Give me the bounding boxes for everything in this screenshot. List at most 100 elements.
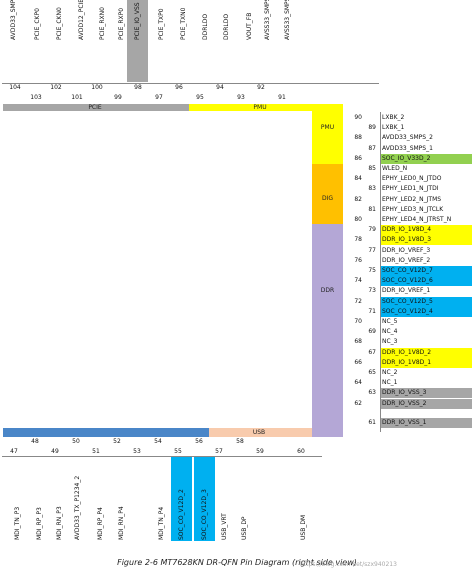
top-pin-number: 99: [114, 94, 122, 101]
bottom-pin-highlight: [194, 457, 215, 541]
top-pin-number: 97: [155, 94, 163, 101]
right-pin-label: NC_4: [382, 328, 398, 336]
top-pin-label: PCIE_TXP0: [158, 8, 165, 40]
top-pin-number: 104: [9, 84, 21, 91]
right-pin-label: SOC_CO_V12D_5: [381, 296, 472, 307]
right-pin-number: 70: [354, 318, 362, 325]
right-pin-number: 75: [368, 267, 376, 274]
bottom-pin-label: AVDD33_TX_P1234_2: [74, 475, 81, 540]
right-pin-number: 61: [368, 419, 376, 426]
right-pin-number: 66: [354, 358, 362, 366]
figure-caption: Figure 2-6 MT7628KN DR-QFN Pin Diagram (…: [117, 558, 357, 567]
right-pin-number: 83: [368, 185, 376, 193]
right-pin-label: DDR_IO_1V8D_2: [381, 347, 472, 358]
right-pin-label: DDR_IO_VSS_3: [381, 388, 472, 399]
right-pin-number: 88: [354, 134, 362, 142]
top-pin-number: 102: [50, 84, 62, 91]
right-pin-number: 76: [354, 256, 362, 264]
bottom-pin-number: 50: [72, 438, 80, 445]
right-pin-number: 74: [354, 277, 362, 285]
right-pin-label: DDR_IO_VREF_1: [382, 287, 431, 295]
right-pin-number: 69: [368, 328, 376, 336]
right-pin-number: 72: [354, 297, 362, 305]
right-pin-label: DDR_IO_1V8D_1: [381, 357, 472, 368]
right-pin-label: WLED_N: [382, 165, 408, 172]
top-pin-number: 100: [91, 84, 103, 91]
right-pin-number: 79: [368, 226, 376, 234]
right-pin-number: 71: [368, 307, 376, 315]
right-pin-number: 77: [368, 246, 376, 254]
right-pin-number: 89: [368, 124, 376, 132]
bottom-pin-label: MDI_RP_P4: [97, 507, 104, 540]
pmu-right-block-label: PMU: [320, 124, 335, 131]
right-pin-label: NC_2: [382, 369, 398, 376]
top-pin-label: PCIE_CKP0: [34, 8, 41, 40]
bottom-pin-label: USB_DM: [300, 514, 307, 540]
top-pin-number: 93: [237, 94, 245, 101]
bottom-pin-number: 59: [256, 448, 264, 455]
right-pin-label: NC_3: [382, 338, 398, 346]
bottom-pin-number: 55: [174, 448, 182, 455]
bottom-pin-label: USB_VRT: [221, 513, 228, 540]
watermark: https://blog.csdn.net/szx940213: [300, 561, 397, 568]
pcie-block-label: PCIE: [88, 104, 102, 111]
right-pin-number: 67: [368, 348, 376, 356]
right-pin-number: 87: [368, 144, 376, 152]
right-pin-number: 82: [354, 195, 362, 203]
right-pin-label: DDR_IO_VSS_2: [381, 398, 472, 409]
usb-block: [209, 428, 312, 437]
bottom-pin-number: 51: [92, 448, 100, 455]
right-pin-label: LXBK_1: [382, 124, 405, 132]
top-pin-number: 95: [196, 94, 204, 101]
right-pin-label: DDR_IO_VSS_1: [381, 418, 472, 428]
top-pin-number: 96: [175, 84, 183, 91]
right-pin-number: 86: [354, 154, 362, 162]
bottom-pin-number: 58: [236, 438, 244, 445]
ddr-block-label: DDR: [320, 287, 335, 294]
top-pin-number: 91: [278, 94, 286, 101]
right-pin-label: DDR_IO_VREF_2: [382, 256, 431, 264]
right-pin-number: 80: [354, 216, 362, 223]
top-pin-label: DDRLDO: [202, 13, 209, 40]
bottom-pin-number: 57: [215, 448, 223, 455]
bottom-pin-number: 53: [133, 448, 141, 455]
bottom-pin-label: MDI_TN_P3: [14, 506, 21, 540]
bottom-pin-highlight: [171, 457, 192, 541]
bottom-pin-label: MDI_RP_P3: [36, 507, 43, 540]
top-pin-label: PCIE_TXN0: [180, 7, 187, 40]
right-pin-label: EPHY_LED3_N_JTCLK: [382, 205, 444, 213]
bottom-pin-number: 56: [195, 438, 203, 445]
right-pin-number: 64: [354, 379, 362, 387]
bottom-pin-label: MDI_RN_P4: [118, 506, 125, 540]
right-pin-label: SOC_CO_V12D_7: [381, 266, 472, 276]
right-pin-number: 62: [354, 399, 362, 407]
pcie-block: [3, 104, 189, 111]
right-pin-number: 84: [354, 175, 362, 183]
bottom-pin-row-divider: [2, 456, 322, 457]
top-pin-highlight: [127, 0, 148, 82]
right-pin-label: NC_1: [382, 379, 398, 387]
right-pin-label: DDR_IO_1V8D_4: [381, 225, 472, 236]
pmu-right-block: [312, 104, 343, 164]
right-pin-number: 90: [354, 114, 362, 121]
usb-block-label: USB: [252, 429, 266, 436]
right-pin-label: LXBK_2: [382, 114, 405, 121]
top-pin-label: AVSS33_SMPS_2: [264, 0, 271, 40]
right-pin-label: DDR_IO_VREF_3: [382, 246, 431, 254]
ddr-block: [312, 224, 343, 437]
top-pin-label: PCIE_CKN0: [56, 7, 63, 40]
top-pin-label: AVSS33_SMPS_1: [284, 0, 291, 40]
right-pin-label: SOC_CO_V12D_6: [381, 276, 472, 287]
right-pin-label: DDR_IO_1V8D_3: [381, 235, 472, 246]
top-pin-label: PCIE_IO_VSS: [134, 2, 141, 40]
right-pin-label: EPHY_LED4_N_JTRST_N: [382, 216, 452, 223]
bottom-pin-number: 60: [297, 448, 305, 455]
right-pin-label: NC_5: [382, 318, 398, 325]
right-pin-label: EPHY_LED1_N_JTDI: [382, 185, 439, 193]
right-pin-number: 85: [368, 165, 376, 172]
top-pin-number: 92: [257, 84, 265, 91]
pmu-top-block: [189, 104, 343, 111]
top-pin-row-divider: [2, 83, 379, 84]
right-pin-label: SOC_IO_V33D_2: [381, 153, 472, 164]
top-pin-label: PCIE_RXP0: [118, 7, 125, 40]
